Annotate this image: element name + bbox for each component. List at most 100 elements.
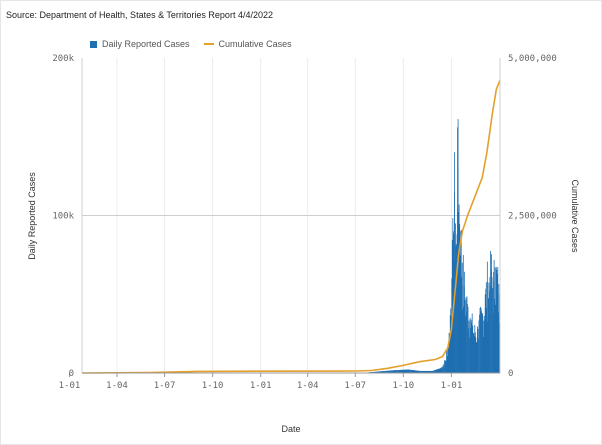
- legend-label-daily-cases: Daily Reported Cases: [102, 39, 190, 49]
- daily-cases-bar: [484, 294, 486, 373]
- axes-layer: 1-01 1-04 1-07 1-10 1-01 1-04 1-07 1-10 1-01 0 100…: [52, 54, 556, 391]
- daily-cases-bar: [384, 371, 385, 373]
- daily-cases-bar: [491, 270, 492, 373]
- daily-cases-bar: [486, 308, 488, 373]
- daily-cases-bar: [378, 371, 380, 373]
- daily-cases-bar: [410, 369, 411, 373]
- daily-cases-bar: [469, 337, 470, 373]
- daily-cases-bar: [377, 371, 379, 373]
- daily-cases-bar: [412, 370, 414, 373]
- daily-cases-bar: [470, 328, 472, 373]
- daily-cases-bar: [404, 369, 406, 373]
- daily-cases-bar: [379, 371, 381, 373]
- daily-cases-bar: [498, 294, 500, 373]
- daily-cases-bar: [419, 370, 421, 373]
- daily-cases-bar: [416, 370, 418, 373]
- daily-cases-bar: [415, 370, 417, 373]
- legend-item-cumulative-cases[interactable]: Cumulative Cases: [203, 39, 292, 49]
- daily-cases-bar: [461, 276, 463, 373]
- daily-cases-bar: [442, 367, 443, 373]
- daily-cases-bar: [436, 369, 438, 373]
- daily-cases-bar: [428, 370, 430, 373]
- daily-cases-bar: [374, 371, 375, 373]
- daily-cases-bar: [400, 369, 402, 373]
- daily-cases-bar: [488, 282, 490, 373]
- daily-cases-bar: [458, 204, 460, 373]
- daily-cases-bar: [483, 316, 485, 373]
- daily-cases-bar: [381, 371, 383, 373]
- daily-cases-bar: [409, 369, 411, 373]
- daily-cases-bar: [476, 342, 478, 373]
- x-axis-title: Date: [281, 424, 300, 434]
- daily-cases-bar: [496, 269, 498, 373]
- daily-cases-bar: [388, 370, 389, 373]
- daily-cases-bar: [458, 212, 459, 373]
- daily-cases-bar: [480, 317, 481, 373]
- daily-cases-bar: [398, 369, 400, 373]
- daily-cases-bar: [477, 326, 478, 373]
- daily-cases-bar: [381, 371, 383, 373]
- daily-cases-bar: [494, 267, 496, 373]
- daily-cases-bar: [391, 370, 393, 373]
- daily-cases-bar: [384, 370, 386, 373]
- daily-cases-bar: [429, 370, 431, 373]
- daily-cases-bar: [462, 255, 464, 373]
- daily-cases-bar: [382, 371, 384, 373]
- daily-cases-bar: [456, 234, 458, 373]
- daily-cases-bar: [474, 325, 476, 373]
- daily-cases-bar: [392, 370, 394, 373]
- daily-cases-bar: [482, 336, 484, 373]
- source-note: Source: Department of Health, States & T…: [6, 10, 273, 20]
- daily-cases-bar: [471, 322, 473, 373]
- legend-item-daily-cases[interactable]: Daily Reported Cases: [90, 39, 190, 49]
- daily-cases-bar: [433, 370, 434, 373]
- daily-cases-bar: [479, 308, 481, 373]
- daily-cases-bar: [448, 333, 450, 373]
- daily-cases-bar: [448, 347, 450, 373]
- daily-cases-bar: [447, 344, 449, 373]
- daily-cases-bar: [444, 361, 446, 373]
- daily-cases-bar: [426, 370, 428, 373]
- y-axis-title-right: Cumulative Cases: [570, 179, 580, 253]
- daily-cases-bar: [477, 328, 479, 373]
- daily-cases-bar: [449, 339, 451, 373]
- daily-cases-bar: [473, 335, 475, 373]
- daily-cases-bar: [459, 224, 461, 373]
- daily-cases-bar: [415, 370, 417, 373]
- daily-cases-bar: [491, 277, 493, 373]
- daily-cases-bar: [443, 366, 445, 373]
- daily-cases-bar: [426, 370, 428, 373]
- daily-cases-bar: [481, 311, 482, 373]
- daily-cases-bar: [377, 371, 379, 373]
- daily-cases-bar: [396, 370, 398, 373]
- daily-cases-bar: [467, 306, 469, 373]
- daily-cases-bar: [405, 369, 407, 373]
- daily-cases-bar: [446, 348, 448, 373]
- daily-cases-bar: [494, 298, 496, 373]
- daily-cases-bar: [411, 369, 412, 373]
- daily-cases-bar: [391, 370, 393, 373]
- daily-cases-bar: [395, 370, 397, 373]
- daily-cases-bar: [478, 320, 480, 373]
- daily-cases-bar: [424, 370, 426, 373]
- y-right-tick-label: 2,500,000: [508, 212, 557, 222]
- daily-cases-bar: [403, 369, 405, 373]
- daily-cases-bar: [393, 370, 395, 373]
- y-left-tick-label: 0: [69, 369, 74, 379]
- daily-cases-bar: [418, 370, 420, 373]
- daily-cases-bar: [467, 304, 468, 373]
- daily-cases-bar: [454, 191, 455, 373]
- daily-cases-bar: [421, 370, 422, 373]
- daily-cases-bar: [443, 364, 444, 373]
- daily-cases-bar: [398, 370, 399, 373]
- daily-cases-bar: [434, 370, 436, 373]
- daily-cases-bar: [394, 370, 396, 373]
- daily-cases-bar: [470, 319, 472, 373]
- daily-cases-bar: [386, 370, 387, 373]
- daily-cases-bar: [468, 328, 469, 373]
- daily-cases-bar: [373, 371, 374, 373]
- daily-cases-bar: [497, 312, 499, 373]
- daily-cases-bar: [385, 370, 387, 373]
- daily-cases-bar: [376, 371, 377, 373]
- daily-cases-bar: [464, 300, 466, 373]
